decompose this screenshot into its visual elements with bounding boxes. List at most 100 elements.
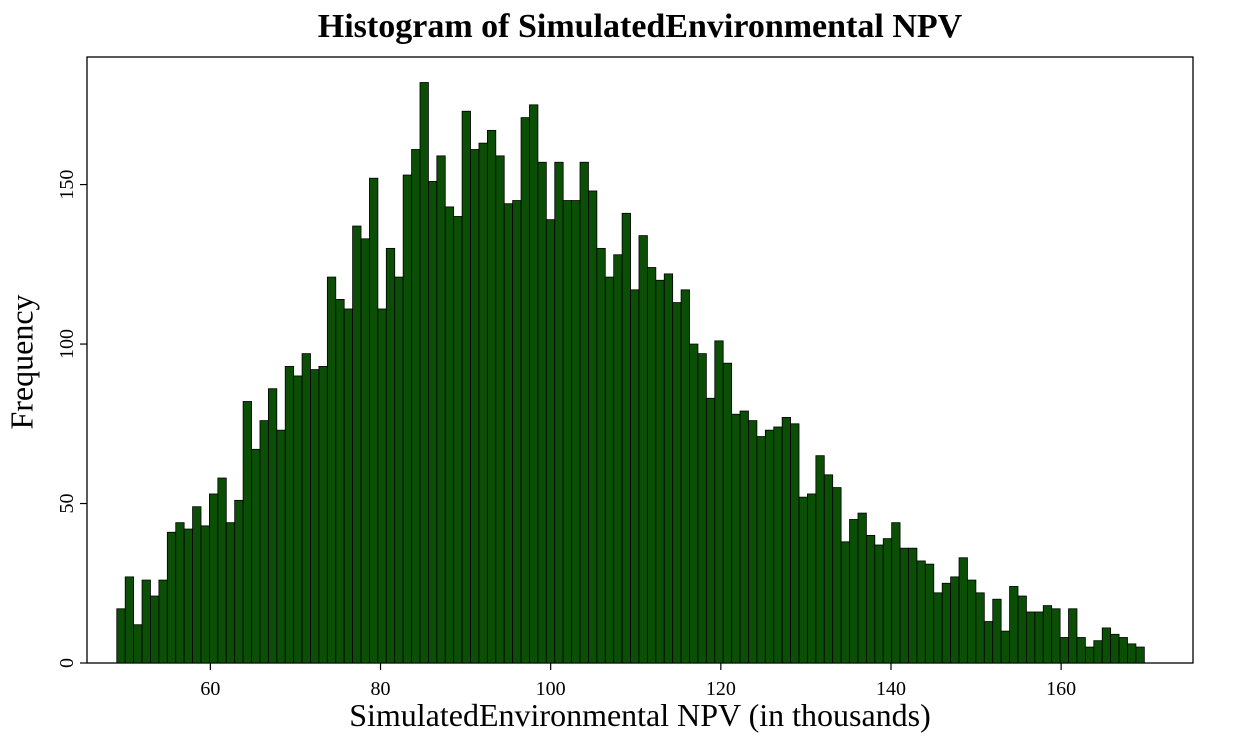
histogram-bar: [748, 420, 758, 664]
histogram-bar: [394, 276, 404, 664]
histogram-bar: [705, 397, 716, 664]
histogram-bar: [714, 340, 724, 664]
histogram-bar: [630, 289, 640, 664]
x-tick-label: 80: [371, 678, 391, 700]
x-tick-label: 160: [1046, 678, 1076, 700]
histogram-bar: [200, 525, 210, 664]
x-tick-label: 100: [536, 678, 566, 700]
histogram-bar: [1135, 646, 1145, 664]
histogram-bar: [1009, 586, 1019, 664]
histogram-bar: [301, 353, 311, 664]
histogram-bar: [604, 276, 615, 664]
histogram-bar: [166, 531, 177, 664]
histogram-bar: [571, 200, 581, 664]
chart-title: Histogram of SimulatedEnvironmental NPV: [317, 8, 963, 45]
histogram-bar: [293, 375, 303, 664]
histogram-bar: [908, 547, 918, 664]
x-axis-label: SimulatedEnvironmental NPV (in thousands…: [349, 697, 931, 733]
histogram-bar: [798, 496, 808, 664]
histogram-bar: [773, 426, 783, 664]
histogram-bar: [689, 343, 699, 664]
x-axis-ticks: 60 80 100 120 140 160: [200, 663, 1076, 700]
histogram-bar: [588, 190, 598, 664]
histogram-bar: [967, 579, 977, 664]
histogram-bar: [638, 235, 648, 664]
histogram-bar: [1068, 608, 1078, 664]
histogram-bar: [756, 436, 766, 664]
histogram-bar: [1101, 627, 1112, 664]
histogram-bar: [613, 254, 623, 664]
histogram-bar: [259, 420, 269, 664]
histogram-bar: [326, 276, 337, 664]
histogram-bar: [453, 216, 463, 664]
histogram-bar: [352, 225, 362, 664]
histogram-bar: [933, 592, 943, 664]
histogram-bar: [596, 247, 606, 664]
histogram-bar: [242, 401, 252, 664]
histogram-bar: [486, 129, 497, 664]
histogram-bar: [815, 455, 825, 664]
histogram-bar: [234, 499, 244, 664]
histogram-bar: [470, 149, 480, 664]
histogram-bar: [251, 448, 261, 664]
histogram-bar: [655, 279, 665, 664]
histogram-bar: [562, 200, 572, 664]
histogram-bar: [975, 592, 985, 664]
histogram-bar: [116, 608, 126, 664]
histogram-bar: [1026, 611, 1036, 664]
histogram-bar: [722, 362, 733, 664]
histogram-bar: [209, 493, 219, 664]
histogram-bar: [411, 149, 421, 664]
x-tick-label: 120: [706, 678, 736, 700]
histogram-bar: [647, 267, 657, 664]
histogram-bar: [1118, 637, 1128, 664]
y-axis-label: Frequency: [3, 294, 40, 430]
histogram-bar: [823, 474, 834, 664]
histogram-bar: [840, 541, 850, 664]
histogram-bar: [343, 308, 354, 664]
histogram-bar: [495, 155, 505, 664]
histogram-bar: [150, 595, 160, 664]
y-tick-label: 50: [56, 494, 78, 514]
histogram-bar: [1059, 637, 1069, 664]
histogram-bar: [882, 538, 893, 664]
histogram-bar: [133, 624, 143, 664]
histogram-bar: [377, 308, 387, 664]
histogram-bar: [1017, 595, 1027, 664]
histogram-bar: [832, 487, 842, 664]
x-tick-label: 60: [200, 678, 220, 700]
histogram-bar: [865, 535, 876, 664]
histogram-bar: [175, 522, 185, 664]
histogram-bar: [478, 142, 488, 664]
histogram-bar: [891, 522, 901, 664]
histogram-bar: [1000, 630, 1010, 664]
histogram-bar: [183, 528, 193, 664]
histogram-bar: [916, 560, 926, 664]
histogram-bar: [1093, 640, 1103, 664]
histogram-bar: [141, 579, 151, 664]
histogram-bar: [764, 429, 775, 664]
histogram-bar: [385, 247, 396, 664]
histogram-bar: [924, 563, 935, 664]
histogram-bar: [428, 180, 438, 664]
x-tick-label: 140: [876, 678, 906, 700]
histogram-bar: [124, 576, 135, 664]
histogram-bar: [545, 219, 556, 664]
y-axis-ticks: 0 50 100 150: [56, 170, 87, 668]
histogram-bar: [621, 212, 631, 664]
histogram-bar: [554, 161, 564, 664]
histogram-bar: [807, 493, 817, 664]
histogram-bar: [790, 423, 800, 664]
histogram-bar: [217, 477, 227, 664]
histogram-bar: [941, 582, 952, 664]
histogram-bar: [537, 161, 547, 664]
histogram-bar: [579, 161, 589, 664]
histogram-bar: [697, 353, 707, 664]
histogram-bar: [781, 417, 791, 664]
histogram-bar: [369, 177, 379, 664]
histogram-bar: [672, 302, 682, 664]
histogram-bar: [1051, 608, 1061, 664]
histogram-bar: [444, 206, 455, 664]
histogram-bar: [958, 557, 968, 664]
